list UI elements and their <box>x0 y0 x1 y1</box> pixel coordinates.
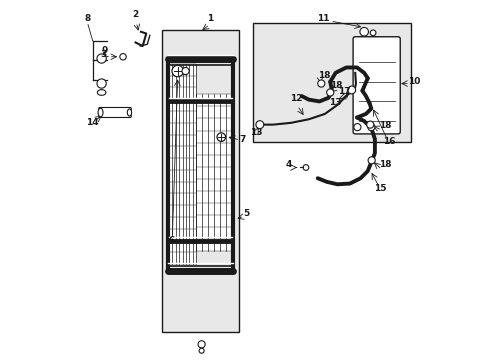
Circle shape <box>172 65 183 77</box>
Text: 6: 6 <box>168 235 174 244</box>
Circle shape <box>367 157 374 164</box>
Circle shape <box>255 121 263 129</box>
Text: 15: 15 <box>373 184 386 193</box>
Text: 18: 18 <box>317 71 330 80</box>
Text: 3: 3 <box>100 50 106 59</box>
Circle shape <box>326 89 333 96</box>
Circle shape <box>359 27 367 36</box>
Bar <box>162 30 239 332</box>
Ellipse shape <box>127 109 131 116</box>
Circle shape <box>366 121 373 128</box>
Text: 16: 16 <box>382 137 395 146</box>
Circle shape <box>347 86 355 94</box>
Circle shape <box>199 348 203 353</box>
Circle shape <box>97 79 106 88</box>
Circle shape <box>217 133 225 141</box>
Text: 1: 1 <box>207 14 213 23</box>
Text: 12: 12 <box>289 94 302 103</box>
Circle shape <box>353 123 360 131</box>
FancyBboxPatch shape <box>352 37 400 134</box>
Ellipse shape <box>98 108 103 117</box>
Bar <box>196 94 231 251</box>
Circle shape <box>317 80 324 87</box>
Text: 14: 14 <box>86 118 99 127</box>
Text: 18: 18 <box>379 161 391 170</box>
Ellipse shape <box>97 90 106 95</box>
Text: 13: 13 <box>249 129 262 138</box>
Circle shape <box>367 123 374 131</box>
Text: 5: 5 <box>243 209 249 218</box>
Text: 13: 13 <box>329 98 341 107</box>
Text: 10: 10 <box>407 77 420 86</box>
Text: 18: 18 <box>379 121 391 130</box>
Text: 2: 2 <box>132 10 139 19</box>
Circle shape <box>198 341 205 348</box>
Circle shape <box>97 54 106 63</box>
Bar <box>253 23 410 143</box>
Circle shape <box>120 54 126 60</box>
Text: 9: 9 <box>102 46 108 55</box>
Text: 11: 11 <box>316 14 328 23</box>
Text: 18: 18 <box>330 81 342 90</box>
Text: 7: 7 <box>239 135 245 144</box>
Circle shape <box>369 30 375 36</box>
Bar <box>168 64 196 264</box>
Text: 8: 8 <box>85 14 91 23</box>
Circle shape <box>182 67 189 75</box>
Circle shape <box>303 165 308 170</box>
Text: 4: 4 <box>285 161 292 170</box>
Text: 17: 17 <box>338 87 350 96</box>
FancyBboxPatch shape <box>99 108 131 117</box>
